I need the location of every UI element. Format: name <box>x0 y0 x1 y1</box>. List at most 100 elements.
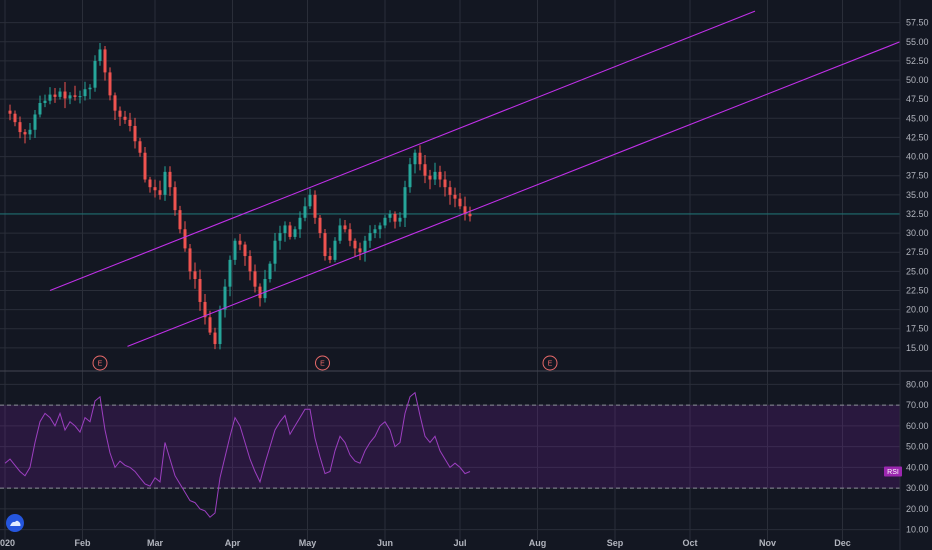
candle-body <box>113 95 117 111</box>
earnings-marker-icon[interactable] <box>92 355 108 371</box>
candle-body <box>453 194 457 199</box>
rsi-band-fill <box>0 405 900 489</box>
candle-body <box>328 256 332 260</box>
candle-body <box>463 206 467 214</box>
candle-body <box>13 113 17 123</box>
candle-body <box>368 233 372 241</box>
candle-body <box>208 317 212 333</box>
rsi-axis: 80.00 70.00 60.00 50.00 40.00 30.00 20.00 10.00 <box>906 379 929 534</box>
candle-body <box>143 152 147 180</box>
candle-body <box>78 96 82 98</box>
candle-body <box>103 49 107 73</box>
channel-lines <box>49 10 901 347</box>
candle-body <box>418 152 422 165</box>
price-tick-label: 32.50 <box>906 209 929 219</box>
candle-body <box>238 240 242 245</box>
rsi-tick-label: 10.00 <box>906 525 929 535</box>
candle-body <box>323 233 327 257</box>
candle-body <box>263 279 267 299</box>
time-tick-label: Nov <box>759 538 776 548</box>
candle-body <box>33 114 37 130</box>
time-tick-label: May <box>299 538 317 548</box>
earnings-marker-label: E <box>320 361 325 368</box>
candle-body <box>443 179 447 188</box>
price-tick-label: 42.50 <box>906 132 929 142</box>
candle-body <box>58 91 62 97</box>
time-axis: 2020 Feb Mar Apr May Jun Jul Aug Sep Oct Nov Dec <box>0 538 851 548</box>
candle-body <box>338 225 342 241</box>
candle-body <box>298 217 302 230</box>
candle-body <box>363 240 367 253</box>
candle-body <box>83 89 87 97</box>
upper-channel[interactable] <box>49 10 756 291</box>
earnings-marker-icon[interactable] <box>315 355 330 371</box>
price-tick-label: 35.00 <box>906 190 929 200</box>
candle-body <box>383 217 387 226</box>
candle-body <box>423 164 427 176</box>
price-tick-label: 15.00 <box>906 343 929 353</box>
candle-body <box>108 72 112 96</box>
rsi-series <box>4 391 471 518</box>
candle-body <box>193 271 197 279</box>
candle-body <box>343 225 347 230</box>
candle-body <box>278 233 282 241</box>
candle-body <box>158 190 162 195</box>
candle-body <box>93 60 97 88</box>
candle-body <box>133 125 137 142</box>
price-tick-label: 50.00 <box>906 75 929 85</box>
candle-body <box>153 187 157 191</box>
candle-body <box>448 187 452 195</box>
candle-body <box>148 179 152 188</box>
time-tick-label: 2020 <box>0 538 15 548</box>
time-tick-label: Oct <box>682 538 697 548</box>
price-tick-label: 40.00 <box>906 152 929 162</box>
candle-body <box>118 110 122 117</box>
candle-body <box>408 164 412 188</box>
time-tick-label: Jul <box>453 538 466 548</box>
price-tick-label: 30.00 <box>906 228 929 238</box>
rsi-band <box>0 404 900 489</box>
candle-body <box>398 217 402 222</box>
candle-body <box>138 141 142 153</box>
price-tick-label: 20.00 <box>906 305 929 315</box>
time-tick-label: Feb <box>74 538 91 548</box>
candle-body <box>318 217 322 234</box>
candle-body <box>428 175 432 180</box>
candle-body <box>288 225 292 237</box>
candle-body <box>403 187 407 218</box>
lower-channel[interactable] <box>127 41 901 347</box>
rsi-tick-label: 50.00 <box>906 442 929 452</box>
candles <box>8 42 472 350</box>
candle-body <box>293 229 297 237</box>
candle-body <box>283 225 287 234</box>
time-tick-label: Mar <box>147 538 164 548</box>
candle-body <box>273 240 277 264</box>
candle-body <box>228 259 232 287</box>
candle-body <box>18 122 22 133</box>
candle-body <box>173 187 177 211</box>
candle-body <box>308 194 312 207</box>
candle-body <box>378 225 382 230</box>
price-tick-label: 57.50 <box>906 18 929 28</box>
rsi-tick-label: 40.00 <box>906 462 929 472</box>
time-tick-label: Jun <box>377 538 393 548</box>
candle-body <box>128 119 132 126</box>
candle-body <box>258 286 262 299</box>
rsi-value-badge: RSI <box>884 466 902 477</box>
tradingview-logo-icon[interactable] <box>6 514 24 532</box>
candle-body <box>248 256 252 272</box>
candle-body <box>233 240 237 260</box>
candle-body <box>38 103 42 115</box>
candle-body <box>268 263 272 279</box>
time-tick-label: Aug <box>529 538 547 548</box>
candle-body <box>333 240 337 260</box>
candle-body <box>48 94 52 101</box>
price-axis: 57.50 55.00 52.50 50.00 47.50 45.00 42.50 40.00… <box>906 18 929 353</box>
price-tick-label: 47.50 <box>906 94 929 104</box>
candle-body <box>393 213 397 222</box>
candle-body <box>373 229 377 234</box>
candle-body <box>63 91 67 99</box>
candle-body <box>163 171 167 195</box>
earnings-marker-icon[interactable] <box>542 355 558 371</box>
